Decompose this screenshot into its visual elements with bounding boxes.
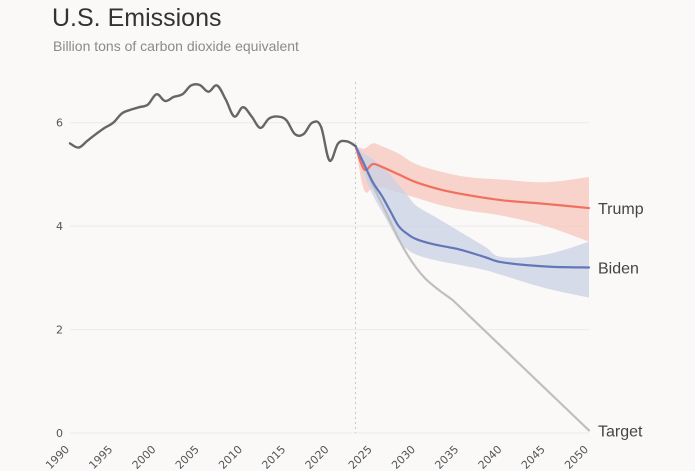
lines xyxy=(68,82,591,432)
line-historical xyxy=(68,82,357,162)
x-tick-label: 2045 xyxy=(519,443,548,471)
x-tick-label: 2035 xyxy=(432,443,461,471)
chart-subtitle: Billion tons of carbon dioxide equivalen… xyxy=(53,38,299,54)
band-biden xyxy=(355,145,589,298)
x-tick-label: 1995 xyxy=(86,443,115,471)
x-tick-label: 2000 xyxy=(130,443,159,471)
series-label-biden: Biden xyxy=(598,261,639,278)
x-tick-label: 1990 xyxy=(43,443,72,471)
x-tick-label: 2030 xyxy=(389,443,418,471)
line-target xyxy=(354,144,591,432)
chart-title: U.S. Emissions xyxy=(52,4,222,32)
bands xyxy=(355,143,589,298)
x-tick-label: 2015 xyxy=(259,443,288,471)
x-tick-label: 2010 xyxy=(216,443,245,471)
line-biden xyxy=(354,144,591,269)
y-tick-label: 4 xyxy=(56,220,63,233)
series-labels: Trump Biden Target xyxy=(598,201,644,440)
y-tick-label: 2 xyxy=(56,324,63,337)
line-trump xyxy=(354,144,591,210)
x-tick-label: 2025 xyxy=(346,443,375,471)
series-label-target: Target xyxy=(598,423,643,440)
y-tick-label: 0 xyxy=(56,427,63,440)
y-tick-label: 6 xyxy=(56,117,63,130)
x-tick-label: 2020 xyxy=(303,443,332,471)
x-tick-label: 2040 xyxy=(476,443,505,471)
grid xyxy=(70,122,589,434)
series-label-trump: Trump xyxy=(598,201,644,218)
x-tick-label: 2050 xyxy=(562,443,591,471)
x-tick-label: 2005 xyxy=(173,443,202,471)
x-tick-labels: 1990 1995 2000 2005 2010 2015 2020 2025 2030 2035… xyxy=(43,443,591,471)
band-trump xyxy=(355,143,589,242)
y-tick-labels: 0 2 4 6 xyxy=(56,117,63,440)
